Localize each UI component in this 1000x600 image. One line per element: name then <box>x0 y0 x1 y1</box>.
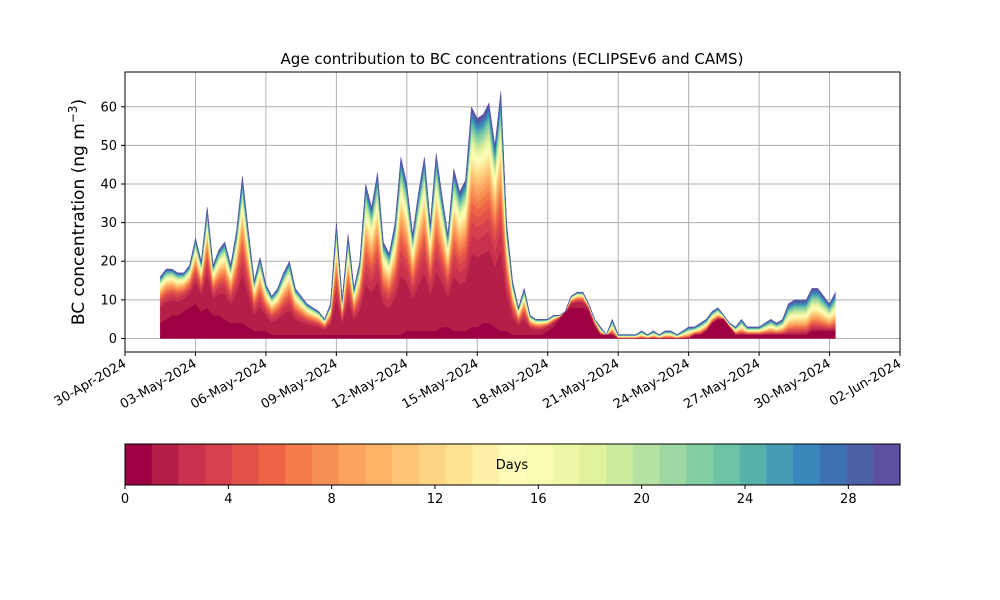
colorbar-tick-label: 20 <box>633 492 650 507</box>
colorbar-tick-label: 12 <box>427 492 444 507</box>
y-tick-label: 60 <box>100 100 117 115</box>
colorbar-swatch <box>178 444 206 485</box>
colorbar-swatch <box>552 444 580 485</box>
stacked-age-areas <box>159 91 836 339</box>
colorbar-tick-label: 4 <box>224 492 232 507</box>
colorbar-swatches <box>125 444 901 485</box>
y-tick-label: 40 <box>100 178 117 193</box>
x-tick-label: 02-Jun-2024 <box>827 356 904 409</box>
colorbar-swatch <box>338 444 367 485</box>
colorbar-swatch <box>793 444 821 485</box>
x-tick-label: 30-Apr-2024 <box>52 356 129 409</box>
colorbar-ticks: 0 4 8 12 16 20 24 28 <box>121 485 857 507</box>
y-tick-label: 50 <box>100 139 117 154</box>
colorbar-swatch <box>418 444 447 485</box>
chart-title: Age contribution to BC concentrations (E… <box>281 50 744 68</box>
colorbar-frame <box>124 443 901 486</box>
y-tick-label: 20 <box>100 255 117 270</box>
colorbar-swatch <box>873 444 901 485</box>
colorbar: Days 0 4 8 12 16 20 24 28 <box>121 443 901 507</box>
colorbar-swatch <box>632 444 661 485</box>
colorbar-swatch <box>499 444 527 485</box>
x-tick-label: 27-May-2024 <box>681 356 763 412</box>
x-tick-label: 21-May-2024 <box>541 356 623 412</box>
age-band-28 <box>159 91 836 336</box>
colorbar-swatch <box>365 444 393 485</box>
y-tick-label: 0 <box>109 332 117 347</box>
y-axis-label: BC concentration (ng m−3) <box>66 99 89 325</box>
y-tick-label: 30 <box>100 216 117 231</box>
colorbar-swatch <box>659 444 687 485</box>
colorbar-tick-label: 24 <box>737 492 754 507</box>
colorbar-swatch <box>151 444 180 485</box>
colorbar-swatch <box>712 444 741 485</box>
plot-frame <box>124 71 901 353</box>
colorbar-swatch <box>525 444 554 485</box>
colorbar-swatch <box>392 444 420 485</box>
colorbar-swatch <box>312 444 340 485</box>
colorbar-swatch <box>205 444 233 485</box>
y-axis: 0 10 20 30 40 50 60 <box>100 100 125 347</box>
colorbar-swatch <box>258 444 286 485</box>
colorbar-tick-label: 28 <box>840 492 857 507</box>
colorbar-swatch <box>285 444 313 485</box>
colorbar-swatch <box>686 444 714 485</box>
colorbar-tick-label: 8 <box>328 492 336 507</box>
x-tick-label: 06-May-2024 <box>188 356 270 412</box>
colorbar-swatch <box>125 444 153 485</box>
colorbar-tick-label: 0 <box>121 492 129 507</box>
x-tick-label: 15-May-2024 <box>400 356 482 412</box>
colorbar-swatch <box>766 444 794 485</box>
x-tick-label: 12-May-2024 <box>329 356 411 412</box>
colorbar-swatch <box>579 444 607 485</box>
colorbar-swatch <box>739 444 767 485</box>
x-tick-label: 09-May-2024 <box>259 356 341 412</box>
colorbar-swatch <box>231 444 260 485</box>
x-tick-label: 03-May-2024 <box>118 356 200 412</box>
plot-area: 0 10 20 30 40 50 60 30-Apr-202403-May-202406-M… <box>52 71 904 412</box>
colorbar-swatch <box>472 444 500 485</box>
colorbar-swatch <box>846 444 874 485</box>
x-axis: 30-Apr-202403-May-202406-May-202409-May-… <box>52 352 904 412</box>
y-axis-label-close: ) <box>69 99 89 106</box>
colorbar-swatch <box>606 444 634 485</box>
x-tick-label: 30-May-2024 <box>752 356 834 412</box>
colorbar-swatch <box>819 444 848 485</box>
colorbar-label: Days <box>496 458 529 473</box>
y-axis-label-exponent: −3 <box>66 105 80 123</box>
x-tick-label: 24-May-2024 <box>611 356 693 412</box>
colorbar-tick-label: 16 <box>530 492 547 507</box>
x-tick-label: 18-May-2024 <box>470 356 552 412</box>
y-tick-label: 10 <box>100 293 117 308</box>
colorbar-swatch <box>445 444 474 485</box>
y-axis-label-main: BC concentration (ng m <box>69 123 89 325</box>
